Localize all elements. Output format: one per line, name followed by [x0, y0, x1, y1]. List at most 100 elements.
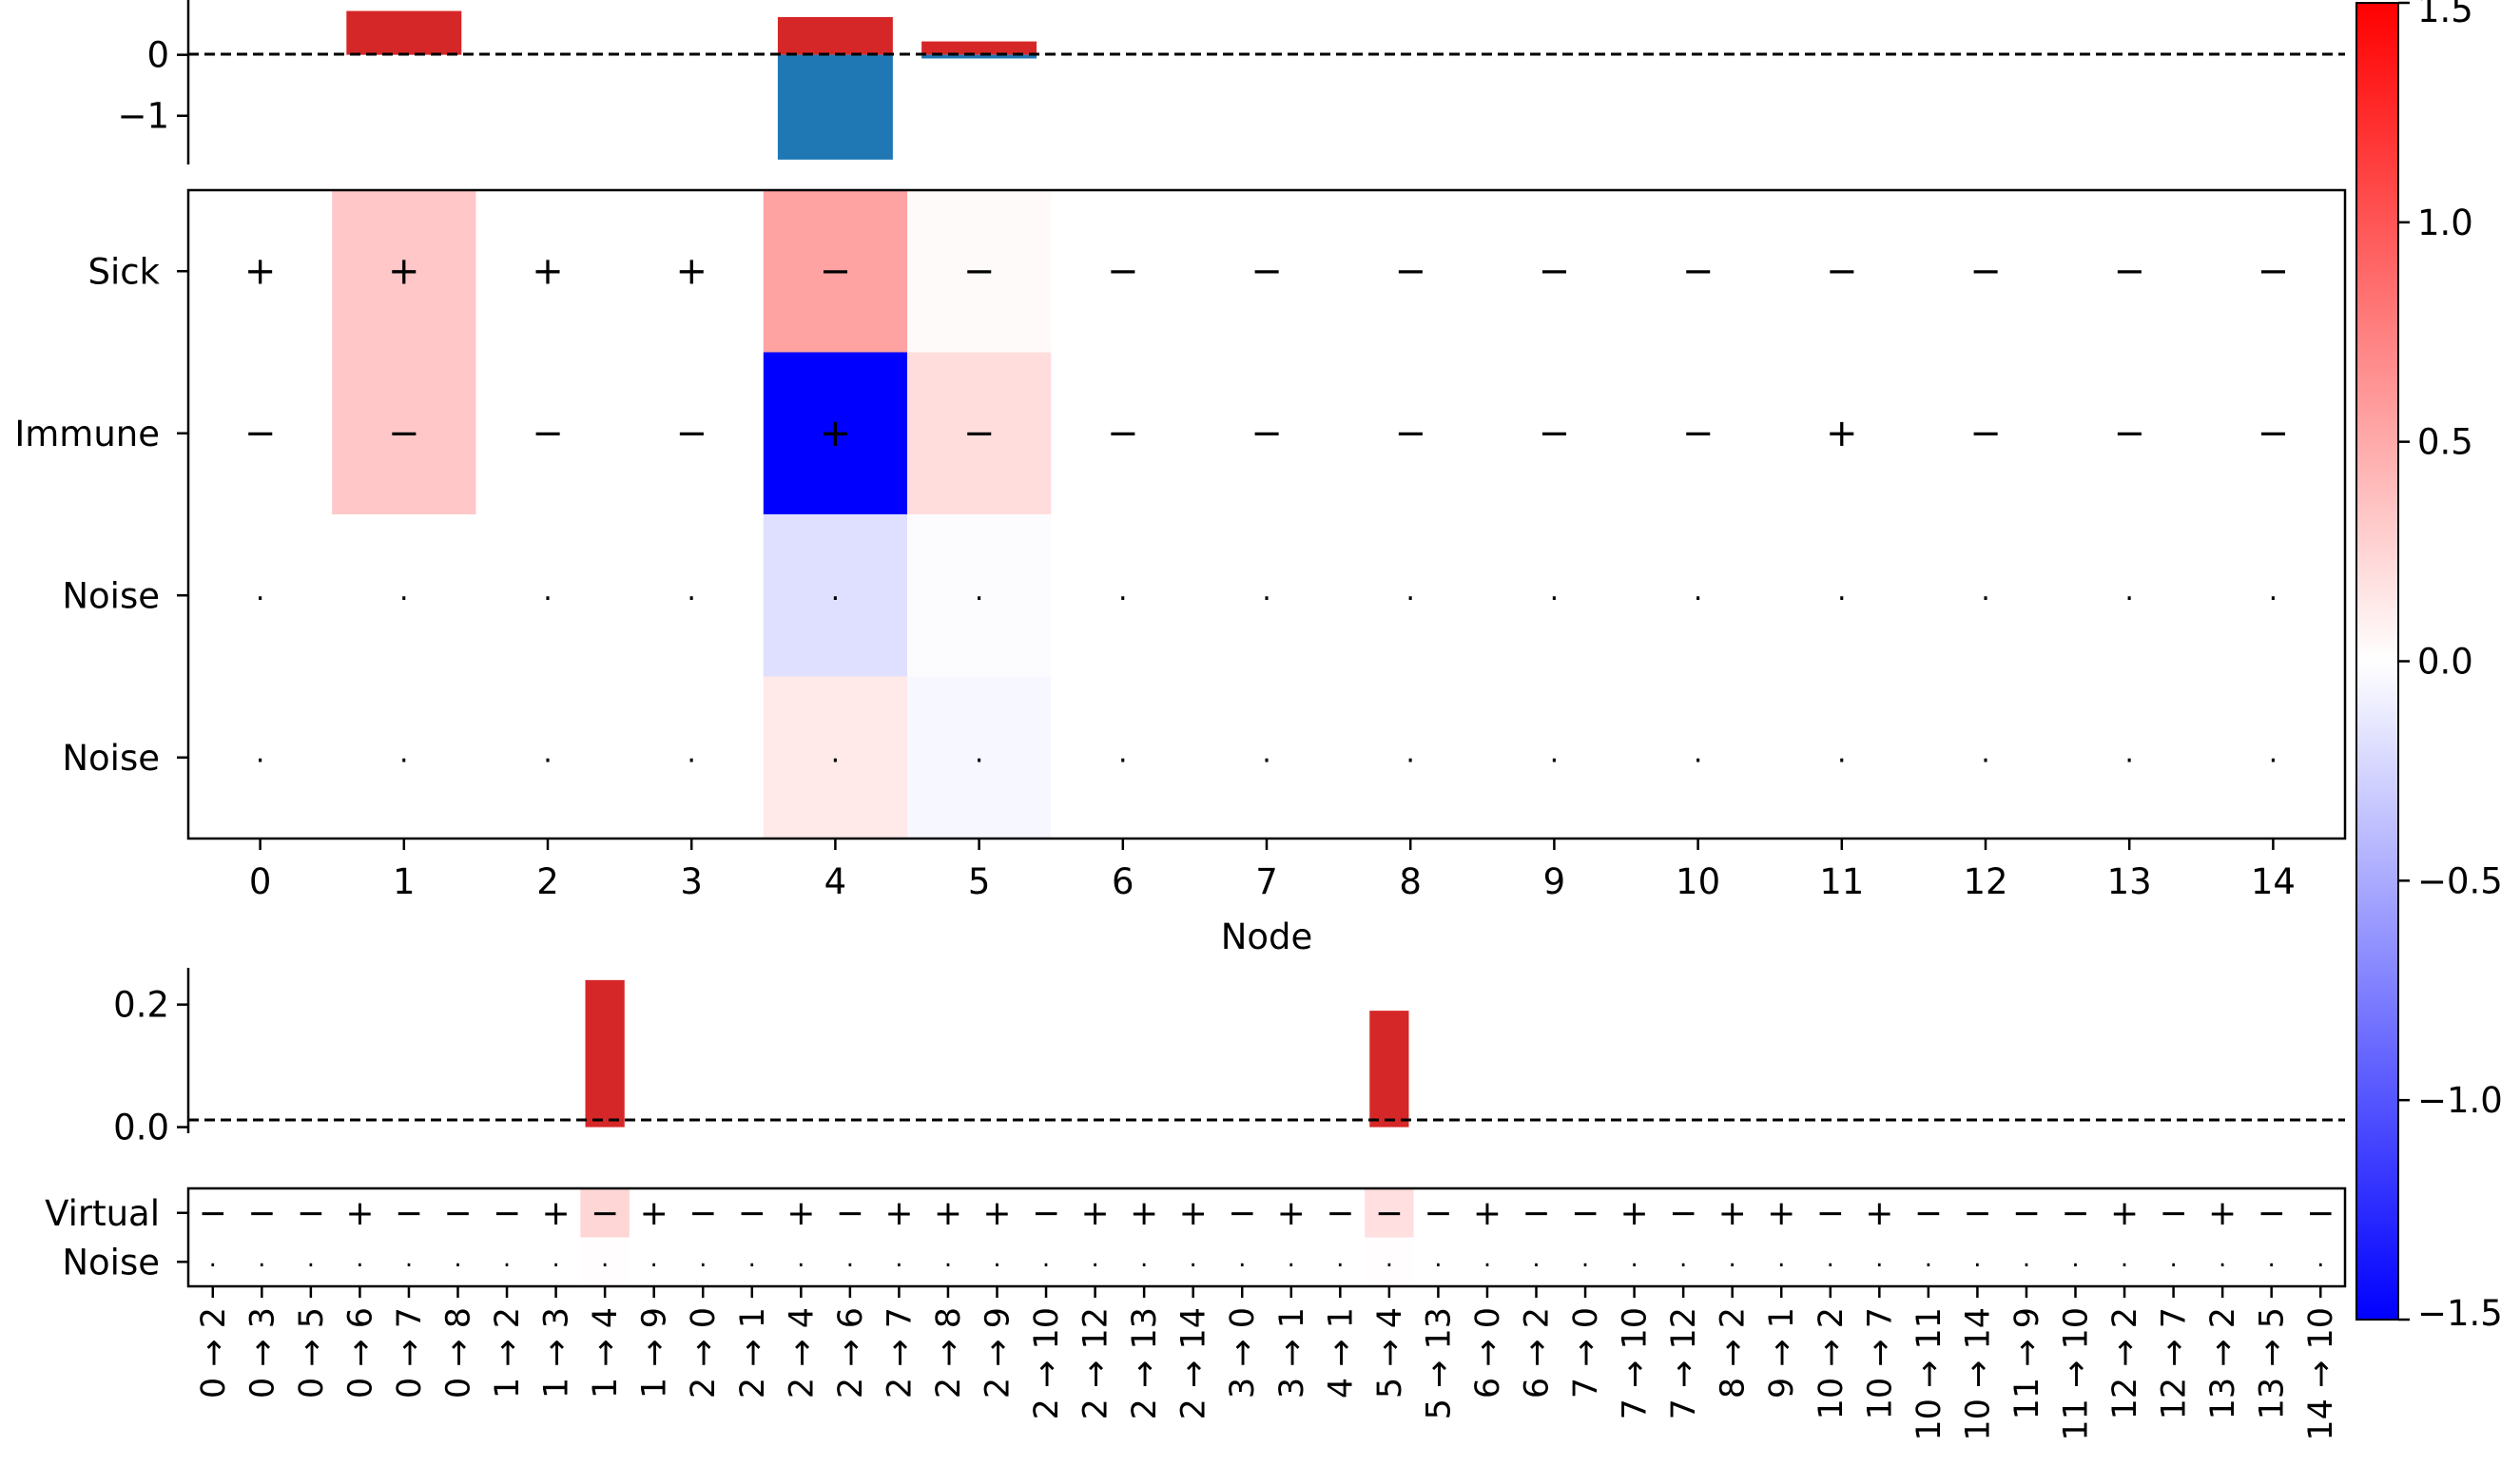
- edge-heatmap-cell-noise-4: [384, 1237, 435, 1287]
- edge-heatmap-xtick-label: 11 → 10: [2058, 1307, 2096, 1441]
- node-heatmap-cell-noise-7: [1194, 514, 1340, 677]
- node-heatmap-marker: ·: [1118, 582, 1128, 615]
- node-heatmap-xtick-label: 13: [2107, 861, 2152, 902]
- edge-heatmap-cell-virtual-22: [1267, 1188, 1317, 1238]
- node-heatmap-marker: −: [1682, 249, 1715, 293]
- node-heatmap-cell-sick-2: [475, 190, 621, 353]
- edge-heatmap-marker: ·: [895, 1251, 902, 1280]
- node-heatmap-marker: −: [675, 412, 708, 455]
- edge-heatmap-cell-virtual-23: [1315, 1188, 1366, 1238]
- node-heatmap-marker: −: [244, 412, 277, 455]
- node-heatmap-xtick-label: 1: [393, 861, 416, 902]
- node-heatmap-marker: −: [1969, 412, 2002, 455]
- edge-heatmap-cell-noise-34: [1854, 1237, 1905, 1287]
- edge-heatmap-xtick-label: 12 → 2: [2106, 1307, 2144, 1419]
- edge-heatmap-cell-virtual-15: [923, 1188, 974, 1238]
- node-heatmap-cell-noise-3: [619, 514, 765, 677]
- edge-heatmap-cell-noise-42: [2246, 1237, 2297, 1287]
- edge-heatmap-cell-noise-23: [1315, 1237, 1366, 1287]
- edge-heatmap-marker: −: [1669, 1194, 1697, 1233]
- node-heatmap-cell-noise-9: [1482, 676, 1627, 839]
- edge-heatmap-marker: ·: [1679, 1251, 1687, 1280]
- node-heatmap-marker: −: [820, 249, 852, 293]
- edge-heatmap-marker: −: [1522, 1194, 1550, 1233]
- node-heatmap-cell-sick-0: [188, 190, 333, 353]
- edge-heatmap-cell-noise-33: [1806, 1237, 1856, 1287]
- node-heatmap-marker: −: [1394, 249, 1426, 293]
- node-heatmap-marker: +: [1826, 412, 1858, 455]
- node-heatmap-cell-sick-11: [1770, 190, 1914, 353]
- colorbar-tick-label: 1.0: [2417, 203, 2473, 243]
- edge-heatmap-marker: +: [1620, 1194, 1649, 1233]
- node-heatmap-marker: −: [1107, 249, 1139, 293]
- edge-heatmap-xtick-label: 10 → 14: [1959, 1307, 1997, 1441]
- edge-heatmap-marker: −: [1914, 1194, 1943, 1233]
- colorbar-tick-label: −1.0: [2417, 1080, 2503, 1121]
- edge-heatmap-marker: +: [982, 1194, 1011, 1233]
- node-heatmap-marker: ·: [256, 582, 265, 615]
- node-heatmap-marker: ·: [1694, 744, 1703, 778]
- edge-heatmap-marker: −: [591, 1194, 619, 1233]
- edge-heatmap-cell-virtual-24: [1365, 1188, 1415, 1238]
- edge-heatmap-xtick-label: 3 → 0: [1224, 1307, 1262, 1398]
- node-heatmap-cell-noise-13: [2057, 676, 2202, 839]
- edge-heatmap-cell-noise-31: [1707, 1237, 1757, 1287]
- edge-heatmap-xtick-label: 6 → 2: [1519, 1307, 1557, 1398]
- edge-heatmap-cell-noise-0: [188, 1237, 239, 1287]
- edge-heatmap-marker: ·: [748, 1251, 756, 1280]
- edge-heatmap-marker: −: [1816, 1194, 1845, 1233]
- edge-heatmap-xtick-label: 11 → 9: [2008, 1307, 2046, 1419]
- edge-heatmap-xtick-label: 5 → 4: [1371, 1307, 1409, 1398]
- node-heatmap-cell-immune-10: [1626, 352, 1771, 515]
- node-heatmap-marker: ·: [831, 744, 841, 778]
- edge-heatmap-marker: ·: [1532, 1251, 1540, 1280]
- colorbar-tick-label: −0.5: [2417, 860, 2503, 901]
- node-heatmap-marker: −: [532, 412, 564, 455]
- edge-heatmap-cell-noise-2: [286, 1237, 337, 1287]
- edge-heatmap-cell-virtual-36: [1952, 1188, 2003, 1238]
- edge-heatmap-cell-noise-41: [2198, 1237, 2248, 1287]
- node-heatmap-marker: −: [1969, 249, 2002, 293]
- node-heatmap-xtick-label: 14: [2251, 861, 2296, 902]
- node-heatmap-cell-sick-3: [619, 190, 765, 353]
- colorbar-gradient: [2355, 2, 2399, 1321]
- edge-heatmap-marker: −: [1375, 1194, 1404, 1233]
- node-heatmap-cell-sick-9: [1482, 190, 1627, 353]
- edge-heatmap-marker: −: [2306, 1194, 2335, 1233]
- node-heatmap-cell-immune-4: [763, 352, 908, 515]
- edge-heatmap-xtick-label: 0 → 3: [243, 1307, 281, 1398]
- edge-heatmap-marker: ·: [699, 1251, 707, 1280]
- node-heatmap-cell-immune-0: [188, 352, 333, 515]
- edge-heatmap-marker: +: [1081, 1194, 1110, 1233]
- edge-heatmap-xtick-label: 1 → 9: [636, 1307, 674, 1398]
- node-heatmap-marker: ·: [1981, 744, 1990, 778]
- edge-heatmap-marker: ·: [1238, 1251, 1246, 1280]
- edge-heatmap-xtick-label: 2 → 13: [1126, 1307, 1164, 1419]
- node-heatmap-cell-noise-1: [332, 676, 476, 839]
- edge-heatmap-xtick-label: 2 → 9: [979, 1307, 1018, 1398]
- edge-bar-chart: 0.0 0.2: [113, 968, 2345, 1148]
- node-heatmap-xtick-label: 7: [1255, 861, 1278, 902]
- node-heatmap-cell-sick-10: [1626, 190, 1771, 353]
- node-heatmap-cell-sick-8: [1338, 190, 1483, 353]
- edge-heatmap-marker: ·: [454, 1251, 461, 1280]
- edge-heatmap-cell-virtual-26: [1463, 1188, 1513, 1238]
- edge-heatmap-xtick-label: 4 → 1: [1322, 1307, 1360, 1398]
- edge-heatmap-marker: −: [738, 1194, 766, 1233]
- edge-heatmap-cell-noise-13: [825, 1237, 876, 1287]
- edge-heatmap-cell-virtual-38: [2050, 1188, 2101, 1238]
- edge-heatmap-marker: ·: [1875, 1251, 1883, 1280]
- node-heatmap-cell-sick-1: [332, 190, 476, 353]
- edge-heatmap-cell-noise-21: [1217, 1237, 1268, 1287]
- node-heatmap-cell-immune-13: [2057, 352, 2202, 515]
- node-heatmap-marker: +: [532, 249, 564, 293]
- node-heatmap-marker: ·: [399, 582, 409, 615]
- edge-heatmap-marker: +: [884, 1194, 913, 1233]
- edge-heatmap-cell-virtual-5: [433, 1188, 483, 1238]
- node-heatmap-xtick-label: 10: [1676, 861, 1720, 902]
- node-bar-ytick-label: −1: [117, 96, 169, 137]
- edge-heatmap-marker: ·: [1190, 1251, 1197, 1280]
- edge-heatmap-cell-noise-40: [2148, 1237, 2199, 1287]
- node-heatmap-marker: ·: [975, 582, 984, 615]
- edge-heatmap-marker: ·: [1777, 1251, 1785, 1280]
